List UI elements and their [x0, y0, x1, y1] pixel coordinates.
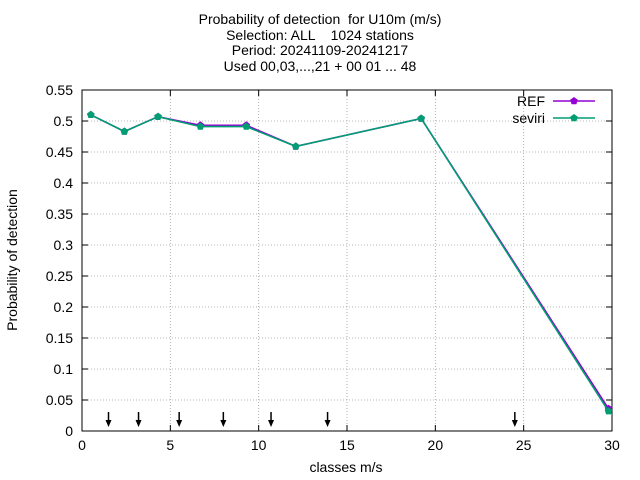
series-line: [90, 114, 610, 412]
y-tick-label: 0.25: [46, 268, 73, 284]
chart-title: Probability of detection for U10m (m/s) …: [0, 11, 640, 74]
class-arrow-head: [268, 420, 275, 427]
title-line-3: Period: 20241109-20241217: [231, 42, 409, 58]
grid: [82, 90, 612, 431]
series-seviri: [87, 110, 613, 415]
class-arrow-head: [135, 420, 142, 427]
data-point: [196, 122, 205, 130]
y-axis-label: Probability of detection: [4, 189, 20, 331]
x-tick-label: 25: [516, 437, 532, 453]
y-tick-label: 0.15: [46, 330, 73, 346]
title-line-1: Probability of detection for U10m (m/s): [198, 11, 442, 27]
series-ref: [87, 110, 613, 412]
y-tick-label: 0.05: [46, 392, 73, 408]
legend-label: REF: [517, 93, 545, 109]
y-tick-label: 0: [65, 423, 73, 439]
class-arrows: [105, 412, 518, 427]
data-point: [154, 112, 162, 120]
data-point: [87, 110, 95, 118]
series-line: [90, 114, 610, 410]
y-tick-label: 0.1: [54, 361, 74, 377]
legend-marker: [570, 97, 578, 105]
axes: 0 0.05 0.1 0.15 0.2 0.25 0.3 0.35 0.4 0.45 0.5 0.55…: [46, 82, 620, 453]
data-point: [242, 122, 251, 130]
title-line-2: Selection: ALL 1024 stations: [226, 26, 414, 43]
y-tick-label: 0.2: [54, 299, 74, 315]
class-arrow-head: [324, 420, 331, 427]
x-tick-label: 0: [78, 437, 86, 453]
x-axis-label: classes m/s: [309, 459, 382, 475]
x-tick-label: 20: [428, 437, 444, 453]
x-tick-label: 10: [251, 437, 267, 453]
data-series: [87, 110, 613, 415]
y-tick-label: 0.55: [46, 82, 73, 98]
y-tick-label: 0.3: [54, 237, 74, 253]
data-point: [120, 127, 129, 135]
plot-border: [81, 89, 613, 432]
x-tick-label: 5: [166, 437, 174, 453]
y-tick-label: 0.4: [54, 175, 74, 191]
y-tick-label: 0.45: [46, 144, 73, 160]
class-arrow-head: [511, 420, 518, 427]
legend-marker: [570, 114, 578, 122]
data-point: [604, 407, 613, 415]
x-tick-label: 30: [604, 437, 620, 453]
legend-label: seviri: [512, 110, 545, 126]
y-tick-label: 0.5: [54, 113, 74, 129]
x-tick-label: 15: [339, 437, 355, 453]
title-line-4: Used 00,03,...,21 + 00 01 ... 48: [223, 57, 417, 74]
class-arrow-head: [105, 420, 112, 427]
class-arrow-head: [220, 420, 227, 427]
class-arrow-head: [176, 420, 183, 427]
data-point: [292, 142, 300, 150]
y-tick-label: 0.35: [46, 206, 73, 222]
data-point: [417, 114, 425, 122]
